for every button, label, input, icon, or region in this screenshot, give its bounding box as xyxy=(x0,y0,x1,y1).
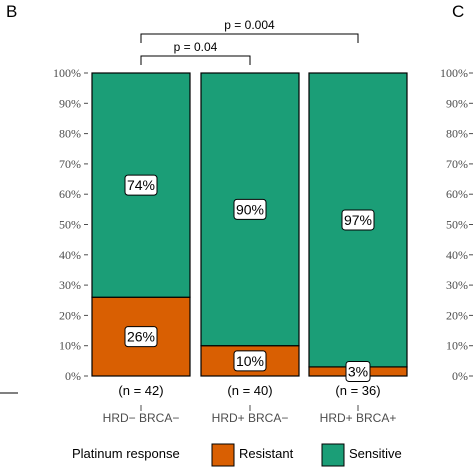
legend-label-sensitive: Sensitive xyxy=(349,446,402,461)
bar-sensitive xyxy=(91,72,191,298)
data-label-resistant-box xyxy=(233,350,267,372)
right-y-tick-label: 80% xyxy=(446,127,468,141)
data-label-sensitive: 90% xyxy=(236,201,264,217)
sample-size-label: (n = 40) xyxy=(227,383,272,398)
sample-size-label: (n = 36) xyxy=(335,383,380,398)
y-tick-label: 0% xyxy=(65,369,81,383)
y-tick-label: 50% xyxy=(59,218,81,232)
p-value-label: p = 0.004 xyxy=(224,18,275,32)
y-tick-label: 20% xyxy=(59,308,81,322)
data-label-sensitive-box xyxy=(124,174,158,196)
y-tick-label: 70% xyxy=(59,157,81,171)
legend-swatch-sensitive xyxy=(321,443,345,467)
right-y-tick-label: 20% xyxy=(446,308,468,322)
group-label: HRD+ BRCA− xyxy=(212,411,289,425)
y-tick-label: 90% xyxy=(59,96,81,110)
data-label-sensitive: 74% xyxy=(127,177,155,193)
group-label: HRD+ BRCA+ xyxy=(320,411,397,425)
data-label-sensitive-box xyxy=(233,198,267,220)
y-tick-label: 60% xyxy=(59,187,81,201)
x-axis-labels: (n = 42) HRD− BRCA− (n = 40) HRD+ BRCA− (n =… xyxy=(103,383,397,425)
data-label-resistant: 26% xyxy=(127,329,155,345)
legend: Platinum response Resistant Sensitive xyxy=(72,443,402,467)
y-tick-label: 30% xyxy=(59,278,81,292)
y-tick-label: 10% xyxy=(59,339,81,353)
significance-bracket xyxy=(140,33,359,43)
sample-size-label: (n = 42) xyxy=(118,383,163,398)
right-y-tick-label: 0% xyxy=(452,369,468,383)
data-label-resistant: 3% xyxy=(348,363,368,379)
legend-swatch-resistant xyxy=(211,443,235,467)
right-y-tick-label: 90% xyxy=(446,96,468,110)
legend-label-resistant: Resistant xyxy=(239,446,294,461)
legend-title: Platinum response xyxy=(72,446,180,461)
right-y-tick-label: 70% xyxy=(446,157,468,171)
data-label-resistant: 10% xyxy=(236,353,264,369)
right-panel-y-axis: 0% 10% 20% 30% 40% 50% 60% 70% 80% 90% 100% xyxy=(440,66,473,383)
right-y-tick-label: 50% xyxy=(446,218,468,232)
y-tick-label: 80% xyxy=(59,127,81,141)
data-label-resistant-box xyxy=(124,326,158,348)
panel-label-c: C xyxy=(452,2,464,21)
panel-label-b: B xyxy=(6,2,17,21)
right-y-tick-label: 40% xyxy=(446,248,468,262)
data-label-sensitive: 97% xyxy=(344,212,372,228)
y-tick-label: 100% xyxy=(53,66,81,80)
p-value-label: p = 0.04 xyxy=(174,40,218,54)
right-y-tick-label: 100% xyxy=(440,66,468,80)
significance-bracket xyxy=(140,55,251,65)
bars-group: 74% 26% 90% 10% 97% 3% xyxy=(91,72,408,382)
significance-brackets: p = 0.04 p = 0.004 xyxy=(140,18,359,65)
group-label: HRD− BRCA− xyxy=(103,411,180,425)
data-label-sensitive-box xyxy=(341,209,375,231)
right-y-tick-label: 10% xyxy=(446,339,468,353)
data-label-resistant-box xyxy=(345,360,371,382)
right-y-tick-label: 60% xyxy=(446,187,468,201)
y-tick-label: 40% xyxy=(59,248,81,262)
y-axis: 0% 10% 20% 30% 40% 50% 60% 70% 80% 90% 100% xyxy=(53,66,88,383)
right-y-tick-label: 30% xyxy=(446,278,468,292)
